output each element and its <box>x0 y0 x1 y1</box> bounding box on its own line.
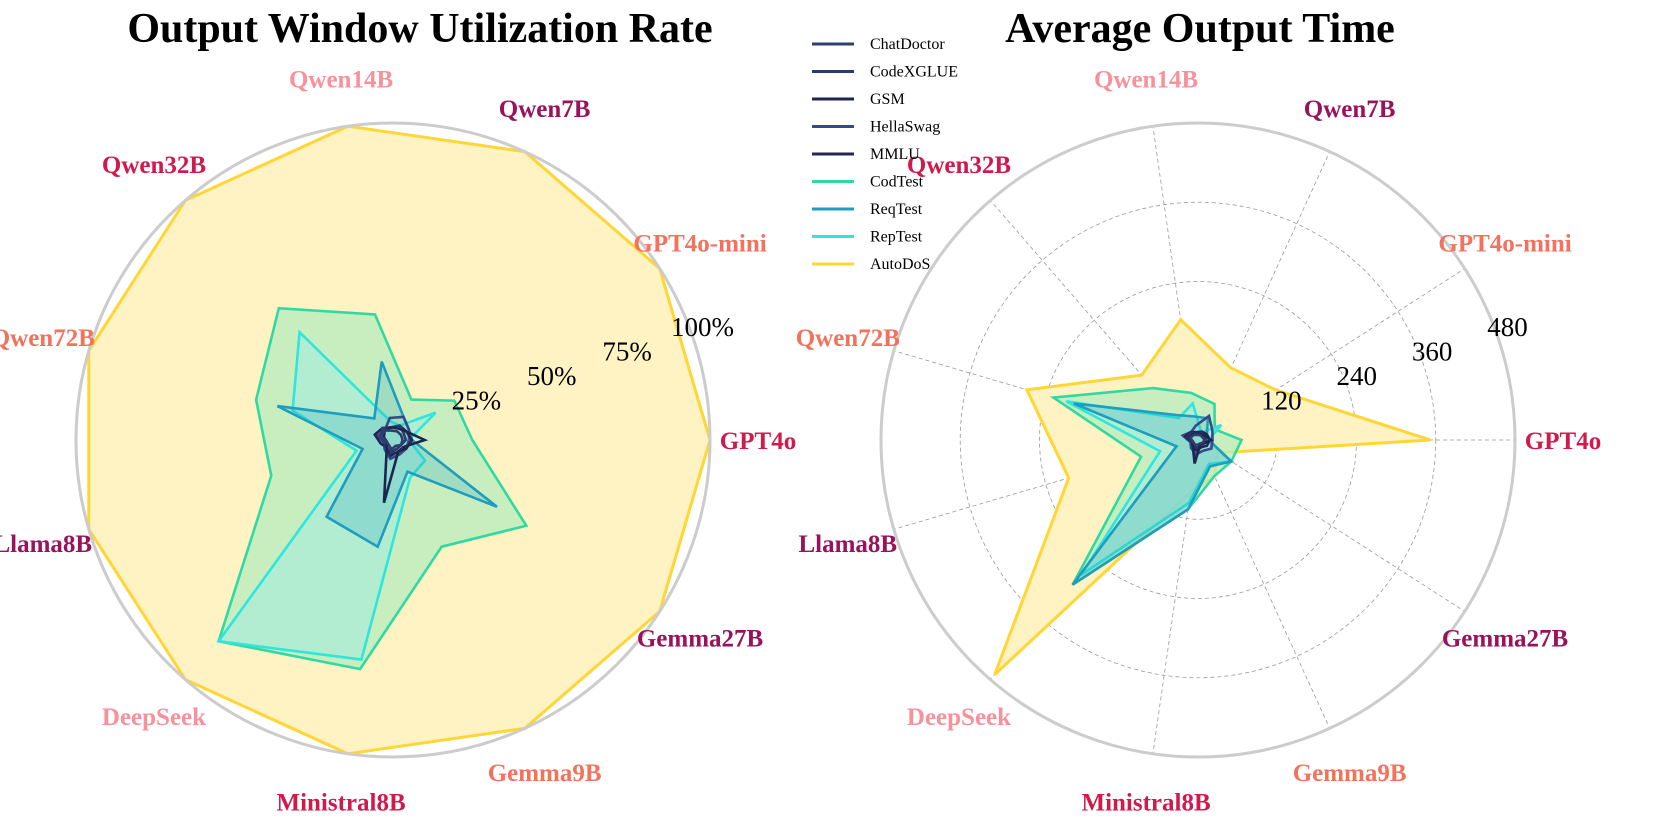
legend-label: ChatDoctor <box>870 36 945 53</box>
category-label-llama8b: Llama8B <box>798 531 897 558</box>
category-label-llama8b: Llama8B <box>0 531 92 558</box>
legend-entry-gsm: GSM <box>812 91 905 108</box>
legend-entry-hellaswag: HellaSwag <box>812 119 940 136</box>
series-chatdoctor-polygon <box>379 429 404 452</box>
category-label-gemma27b: Gemma27B <box>1442 625 1568 652</box>
legend-label: GSM <box>870 91 905 108</box>
legend-label: CodTest <box>870 174 924 191</box>
category-label-qwen32b: Qwen32B <box>102 152 206 179</box>
chart-title: Output Window Utilization Rate <box>127 6 712 52</box>
grid-spoke <box>1197 439 1465 612</box>
radial-tick-label: 50% <box>527 361 577 391</box>
category-label-gpt4o-mini: GPT4o-mini <box>1438 231 1571 258</box>
category-label-qwen72b: Qwen72B <box>796 325 900 352</box>
category-label-qwen14b: Qwen14B <box>1094 67 1198 94</box>
category-label-qwen7b: Qwen7B <box>1304 96 1396 123</box>
radar-chart-output-time: Average Output Time 120 240 360 480 GPT4o GPT4… <box>796 6 1602 816</box>
radial-tick-label: 75% <box>602 337 652 367</box>
radial-tick-label: 360 <box>1412 337 1453 367</box>
legend-entry-reqtest: ReqTest <box>812 201 923 218</box>
radial-tick-label: 120 <box>1261 386 1302 416</box>
legend: ChatDoctor CodeXGLUE GSM HellaSwag MMLU CodTe… <box>812 36 958 273</box>
category-label-deepseek: DeepSeek <box>102 704 206 731</box>
legend-entry-codexglue: CodeXGLUE <box>812 64 958 81</box>
chart-title: Average Output Time <box>1005 6 1395 52</box>
category-label-deepseek: DeepSeek <box>907 704 1011 731</box>
category-label-gpt4o: GPT4o <box>720 428 796 455</box>
outer-frame <box>879 121 1517 759</box>
category-label-qwen14b: Qwen14B <box>289 67 393 94</box>
grid-spoke <box>1197 439 1331 729</box>
category-label-ministral8b: Ministral8B <box>1081 789 1210 816</box>
legend-entry-mmlu: MMLU <box>812 146 920 163</box>
outer-frame <box>74 121 712 759</box>
category-label-qwen72b: Qwen72B <box>0 325 95 352</box>
category-label-gemma27b: Gemma27B <box>637 625 763 652</box>
legend-entry-chatdoctor: ChatDoctor <box>812 36 945 53</box>
radial-tick-label: 240 <box>1336 361 1377 391</box>
legend-label: MMLU <box>870 146 920 163</box>
legend-label: HellaSwag <box>870 119 940 136</box>
category-label-qwen32b: Qwen32B <box>907 152 1011 179</box>
legend-entry-codtest: CodTest <box>812 174 924 191</box>
radar-chart-utilization: Output Window Utilization Rate 25% 50% 75% 1… <box>0 6 796 816</box>
legend-label: RepTest <box>870 229 923 246</box>
category-label-gemma9b: Gemma9B <box>488 760 602 787</box>
category-label-qwen7b: Qwen7B <box>499 96 591 123</box>
series-chatdoctor-polygon <box>1188 433 1207 447</box>
radial-tick-label: 25% <box>452 386 502 416</box>
legend-entry-reptest: RepTest <box>812 229 923 246</box>
legend-label: ReqTest <box>870 201 923 218</box>
grid-ring <box>959 201 1437 679</box>
category-label-ministral8b: Ministral8B <box>276 789 405 816</box>
category-label-gpt4o-mini: GPT4o-mini <box>633 231 766 258</box>
legend-entry-autodos: AutoDoS <box>812 256 930 273</box>
category-label-gpt4o: GPT4o <box>1525 428 1601 455</box>
series-codexglue-polygon <box>379 424 408 455</box>
radial-tick-label: 480 <box>1487 312 1528 342</box>
radial-tick-label: 100% <box>671 312 734 342</box>
legend-label: CodeXGLUE <box>870 64 958 81</box>
category-label-gemma9b: Gemma9B <box>1293 760 1407 787</box>
legend-label: AutoDoS <box>870 256 930 273</box>
